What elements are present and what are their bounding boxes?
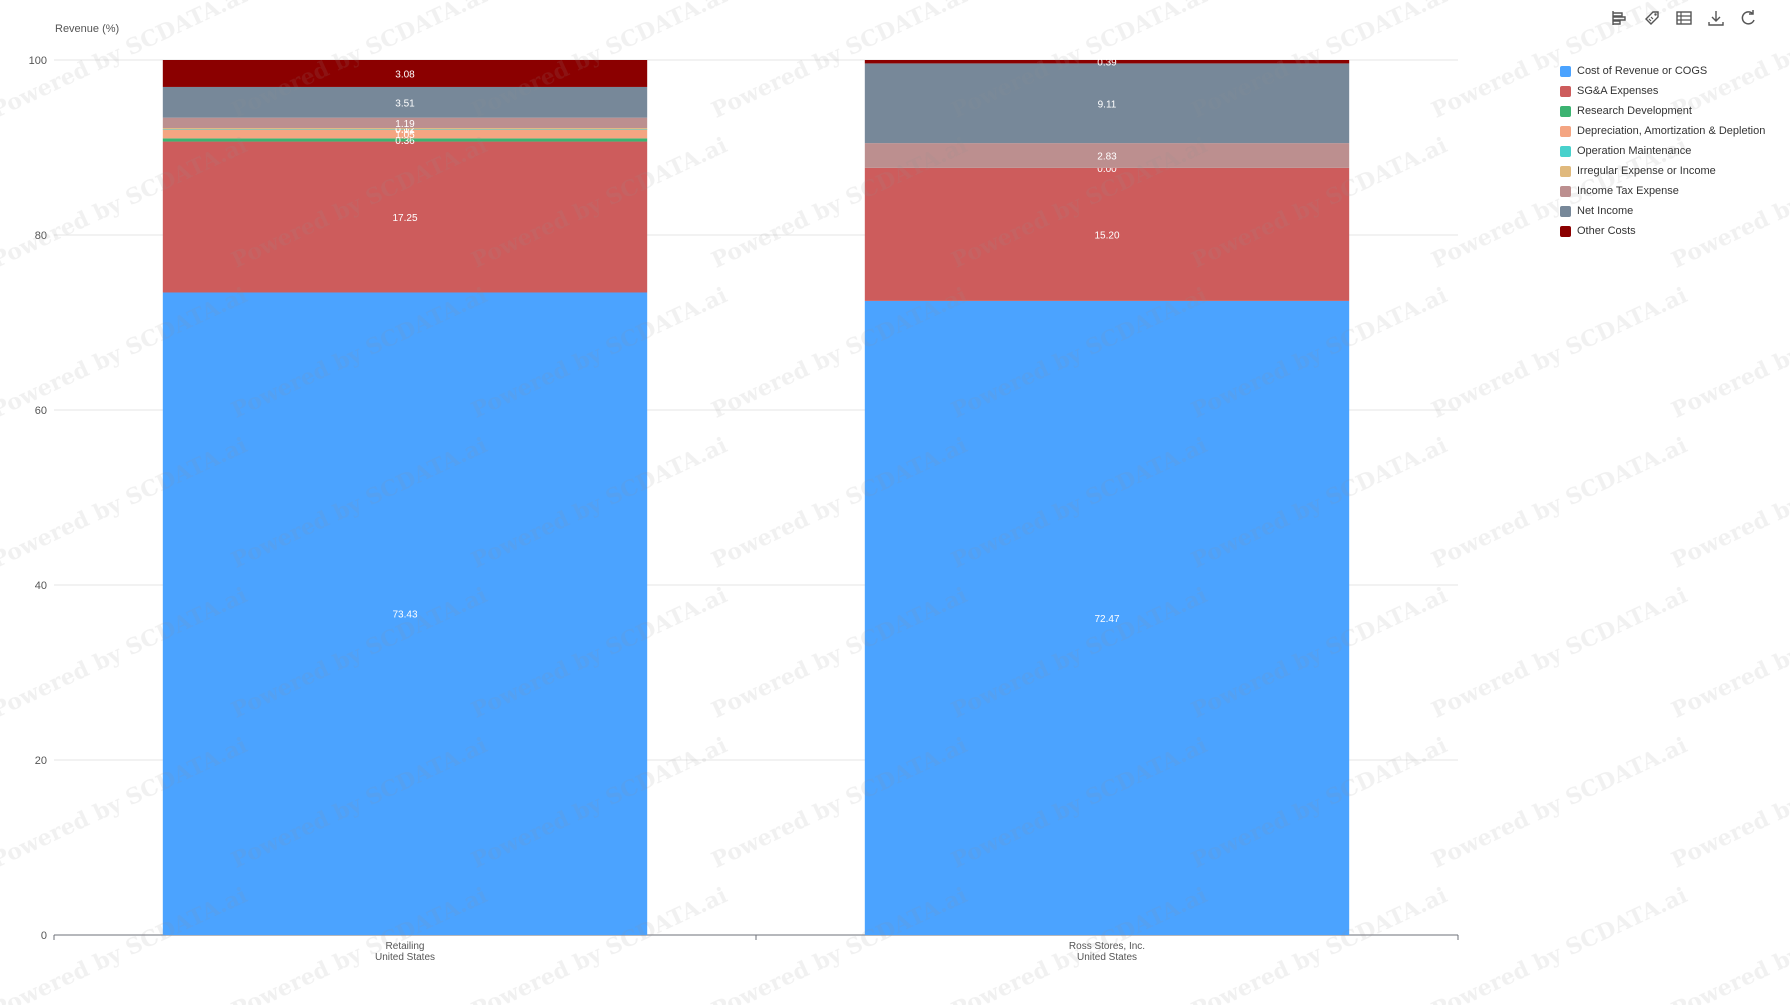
legend-item[interactable]: Depreciation, Amortization & Depletion <box>1560 121 1765 141</box>
data-label: 0.39 <box>1097 58 1117 69</box>
bar-segment[interactable] <box>162 138 648 142</box>
data-label: 0.00 <box>1097 164 1117 175</box>
data-label: 0.12 <box>395 125 415 136</box>
chart-legend: Cost of Revenue or COGS SG&A Expenses Rese… <box>1560 61 1765 241</box>
tag-icon[interactable] <box>1640 6 1664 30</box>
bar-segment[interactable] <box>162 129 648 130</box>
data-label: 0.01 <box>395 125 415 136</box>
x-tick-label: Ross Stores, Inc. <box>1069 941 1145 952</box>
data-label: 3.51 <box>395 98 415 109</box>
legend-label: SG&A Expenses <box>1577 85 1659 97</box>
legend-item[interactable]: Research Development <box>1560 101 1765 121</box>
y-tick-label: 40 <box>35 580 47 592</box>
bar-segment[interactable] <box>864 167 1350 301</box>
bar-segment[interactable] <box>864 60 1350 64</box>
bar-segment[interactable] <box>864 300 1350 935</box>
x-tick-label: Retailing <box>386 941 425 952</box>
y-tick-label: 100 <box>29 55 47 67</box>
legend-swatch <box>1560 145 1571 157</box>
y-axis-title: Revenue (%) <box>55 23 119 35</box>
data-label: 1.19 <box>395 119 415 130</box>
legend-swatch <box>1560 205 1571 217</box>
legend-label: Research Development <box>1577 105 1692 117</box>
legend-item[interactable]: Irregular Expense or Income <box>1560 161 1765 181</box>
data-label: 72.47 <box>1094 614 1119 625</box>
data-label: 73.43 <box>392 610 417 621</box>
legend-label: Depreciation, Amortization & Depletion <box>1577 125 1766 137</box>
data-label: 0.36 <box>395 136 415 147</box>
data-label: 9.11 <box>1098 99 1117 110</box>
legend-label: Income Tax Expense <box>1577 185 1679 197</box>
bar-segment[interactable] <box>864 63 1350 144</box>
bar-segment[interactable] <box>162 60 648 87</box>
x-tick-label-sub: United States <box>375 952 435 963</box>
chart-toolbar <box>1608 6 1760 30</box>
legend-swatch <box>1560 185 1571 197</box>
bar-segment[interactable] <box>162 129 648 139</box>
legend-label: Net Income <box>1577 205 1634 217</box>
bar-segment[interactable] <box>162 117 648 129</box>
data-label: 2.83 <box>1097 152 1117 163</box>
y-tick-label: 60 <box>35 405 47 417</box>
legend-swatch <box>1560 85 1571 97</box>
legend-item[interactable]: Income Tax Expense <box>1560 181 1765 201</box>
bar-segment[interactable] <box>864 143 1350 168</box>
legend-item[interactable]: Net Income <box>1560 201 1765 221</box>
bar-segment[interactable] <box>162 128 648 130</box>
data-label: 3.08 <box>395 69 415 80</box>
data-label: 15.20 <box>1094 230 1119 241</box>
legend-label: Cost of Revenue or COGS <box>1577 65 1708 77</box>
legend-swatch <box>1560 105 1571 117</box>
legend-label: Other Costs <box>1577 225 1636 237</box>
legend-item[interactable]: SG&A Expenses <box>1560 81 1765 101</box>
legend-item[interactable]: Operation Maintenance <box>1560 141 1765 161</box>
table-icon[interactable] <box>1672 6 1696 30</box>
bar-segment[interactable] <box>162 86 648 118</box>
download-icon[interactable] <box>1704 6 1728 30</box>
legend-swatch <box>1560 225 1571 237</box>
refresh-icon[interactable] <box>1736 6 1760 30</box>
y-tick-label: 20 <box>35 755 47 767</box>
legend-swatch <box>1560 125 1571 137</box>
y-tick-label: 80 <box>35 230 47 242</box>
legend-label: Irregular Expense or Income <box>1577 165 1716 177</box>
legend-swatch <box>1560 165 1571 177</box>
bar-segment[interactable] <box>162 292 648 935</box>
legend-swatch <box>1560 65 1571 77</box>
bar-chart-icon[interactable] <box>1608 6 1632 30</box>
legend-label: Operation Maintenance <box>1577 145 1692 157</box>
legend-item[interactable]: Other Costs <box>1560 221 1765 241</box>
bar-segment[interactable] <box>162 141 648 293</box>
data-label: 17.25 <box>392 213 417 224</box>
data-label: 1.05 <box>395 130 415 141</box>
x-tick-label-sub: United States <box>1077 952 1137 963</box>
y-tick-label: 0 <box>41 930 47 942</box>
legend-item[interactable]: Cost of Revenue or COGS <box>1560 61 1765 81</box>
